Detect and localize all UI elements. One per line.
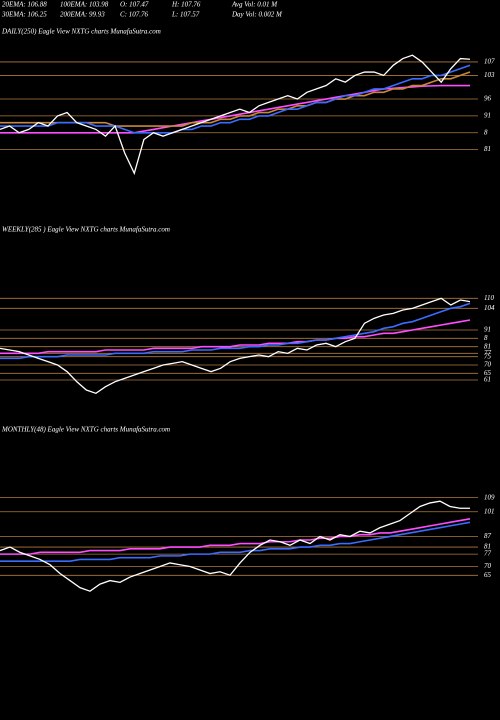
y-tick-label: 8 [484, 334, 488, 342]
y-tick-label: 104 [484, 304, 495, 312]
header-stat: 200EMA: 99.93 [60, 11, 105, 19]
header-stat: O: 107.47 [120, 1, 149, 9]
price-line [0, 84, 470, 134]
y-tick-label: 96 [484, 95, 492, 103]
price-line [0, 521, 471, 562]
y-tick-label: 65 [484, 369, 492, 377]
y-tick-label: 87 [484, 532, 492, 540]
y-tick-label: 81 [484, 342, 491, 350]
price-line [0, 319, 471, 355]
header-stat: Avg Vol: 0.01 M [231, 1, 278, 9]
y-tick-label: 65 [484, 571, 492, 579]
header-stat: L: 107.57 [171, 11, 200, 19]
y-tick-label: 77 [484, 550, 492, 558]
y-tick-label: 70 [484, 361, 492, 369]
header-stat: H: 107.76 [171, 1, 201, 9]
y-tick-label: 70 [484, 562, 492, 570]
panel-title: MONTHLY(48) Eagle View NXTG charts Munaf… [1, 426, 170, 434]
y-tick-label: 81 [484, 543, 491, 551]
header-stat: Day Vol: 0.002 M [231, 11, 283, 19]
y-tick-label: 110 [484, 294, 494, 302]
header-stat: C: 107.76 [120, 11, 149, 19]
y-tick-label: 91 [484, 112, 491, 120]
header-stat: 20EMA: 106.88 [2, 1, 47, 9]
panel-title: WEEKLY(285 ) Eagle View NXTG charts Muna… [2, 226, 170, 234]
y-tick-label: 75 [484, 352, 492, 360]
panel-title: DAILY(250) Eagle View NXTG charts Munafa… [1, 28, 161, 36]
y-tick-label: 77 [484, 349, 492, 357]
price-line [0, 500, 470, 592]
header-stat: 100EMA: 103.98 [60, 1, 109, 9]
y-tick-label: 81 [484, 145, 491, 153]
y-tick-label: 8 [484, 128, 488, 136]
price-line [0, 297, 471, 395]
y-tick-label: 109 [484, 493, 495, 501]
y-tick-label: 61 [484, 376, 491, 384]
price-line [0, 302, 471, 360]
price-line [0, 518, 471, 555]
y-tick-label: 103 [484, 71, 495, 79]
y-tick-label: 107 [484, 58, 495, 66]
header-stat: 30EMA: 106.25 [1, 11, 47, 19]
y-tick-label: 91 [484, 326, 491, 334]
y-tick-label: 101 [484, 507, 495, 515]
price-line [0, 54, 471, 176]
